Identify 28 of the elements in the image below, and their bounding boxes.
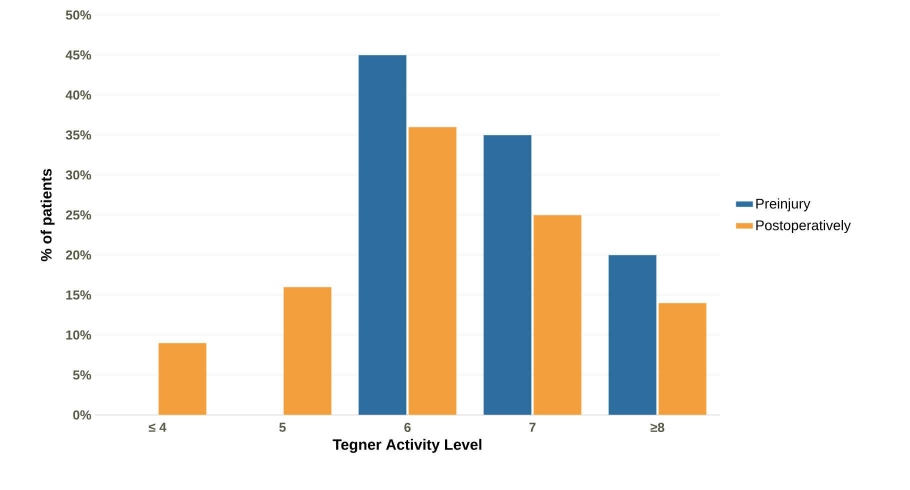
x-axis-title: Tegner Activity Level [332,438,482,453]
x-tick-label: 5 [279,422,286,432]
y-tick-label: 45% [66,50,92,60]
bar [408,126,457,415]
y-tick-label: 35% [66,130,92,140]
y-tick-label: 20% [66,250,92,260]
x-tick-label: ≥8 [650,422,664,432]
x-tick-label: ≤ 4 [148,422,166,432]
y-tick-label: 10% [66,330,92,340]
legend-label: Preinjury [756,198,810,212]
y-tick-label: 30% [66,170,92,180]
y-tick-label: 0% [73,410,92,420]
y-axis-title: % of patients [40,168,55,262]
bar [658,302,707,415]
bar [358,54,407,415]
y-tick-label: 50% [66,10,92,20]
y-tick-label: 15% [66,290,92,300]
bar [158,342,207,415]
x-tick-label: 7 [529,422,536,432]
y-tick-label: 25% [66,210,92,220]
bar [608,254,657,415]
bar [483,134,532,415]
legend-label: Postoperatively [756,220,851,234]
y-tick-label: 5% [73,370,92,380]
bar [283,286,332,415]
x-tick-label: 6 [404,422,411,432]
bar [533,214,582,415]
y-tick-label: 40% [66,90,92,100]
